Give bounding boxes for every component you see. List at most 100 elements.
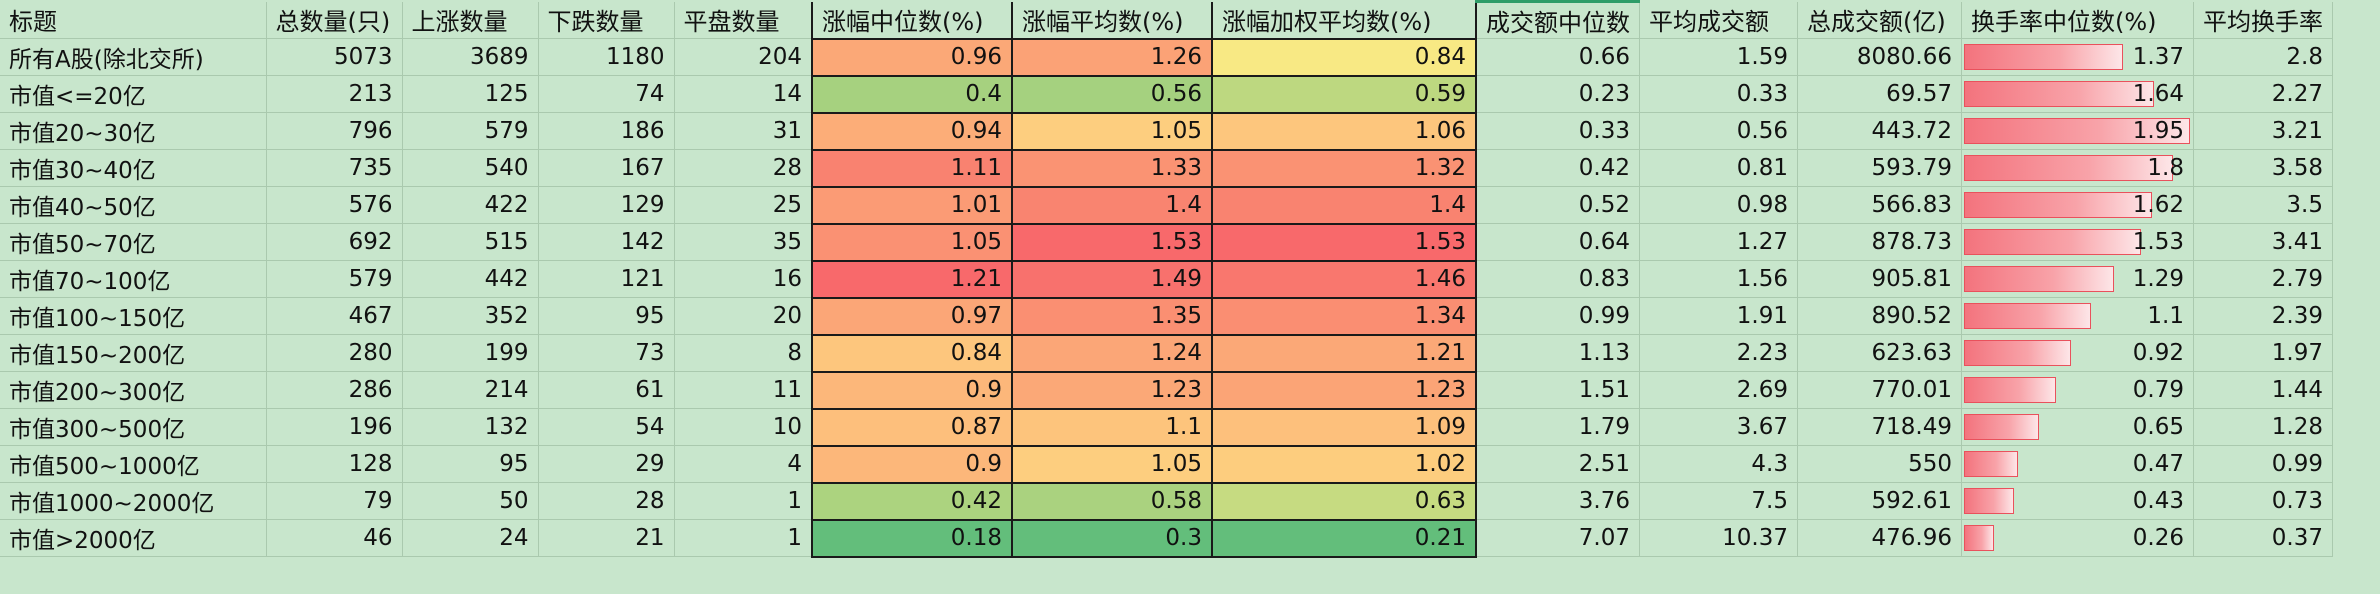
cell-total-count[interactable]: 196 [266, 408, 403, 446]
cell-down-count[interactable]: 129 [538, 186, 675, 224]
cell-up-count[interactable]: 95 [402, 445, 539, 483]
header-amount-total[interactable]: 总成交额(亿) [1797, 1, 1962, 39]
cell-turnover-median[interactable]: 1.95 [1961, 112, 2194, 150]
cell-total-count[interactable]: 46 [266, 519, 403, 557]
cell-title[interactable]: 市值20~30亿 [0, 112, 267, 150]
cell-amount-total[interactable]: 8080.66 [1797, 38, 1962, 76]
cell-turnover-mean[interactable]: 3.5 [2193, 186, 2333, 224]
cell-amount-mean[interactable]: 1.91 [1639, 297, 1798, 335]
cell-down-count[interactable]: 54 [538, 408, 675, 446]
cell-amount-median[interactable]: 1.79 [1476, 408, 1640, 446]
cell-up-count[interactable]: 422 [402, 186, 539, 224]
cell-turnover-mean[interactable]: 1.28 [2193, 408, 2333, 446]
cell-amount-total[interactable]: 566.83 [1797, 186, 1962, 224]
cell-amount-total[interactable]: 718.49 [1797, 408, 1962, 446]
header-flat-count[interactable]: 平盘数量 [674, 1, 813, 39]
cell-down-count[interactable]: 167 [538, 149, 675, 187]
header-chg-median[interactable]: 涨幅中位数(%) [811, 1, 1013, 39]
cell-chg-median[interactable]: 0.97 [811, 296, 1013, 336]
cell-amount-mean[interactable]: 1.56 [1639, 260, 1798, 298]
cell-amount-median[interactable]: 0.42 [1476, 149, 1640, 187]
cell-amount-median[interactable]: 7.07 [1476, 519, 1640, 557]
header-turnover-median[interactable]: 换手率中位数(%) [1961, 1, 2194, 39]
cell-amount-mean[interactable]: 0.56 [1639, 112, 1798, 150]
cell-turnover-median[interactable]: 1.37 [1961, 38, 2194, 76]
header-chg-wmean[interactable]: 涨幅加权平均数(%) [1211, 1, 1477, 39]
cell-down-count[interactable]: 95 [538, 297, 675, 335]
cell-chg-wmean[interactable]: 1.53 [1211, 222, 1477, 262]
header-chg-mean[interactable]: 涨幅平均数(%) [1011, 1, 1213, 39]
cell-total-count[interactable]: 79 [266, 482, 403, 520]
cell-title[interactable]: 市值70~100亿 [0, 260, 267, 298]
cell-chg-median[interactable]: 0.87 [811, 407, 1013, 447]
cell-chg-mean[interactable]: 1.05 [1011, 444, 1213, 484]
cell-title[interactable]: 市值1000~2000亿 [0, 482, 267, 520]
cell-chg-mean[interactable]: 1.1 [1011, 407, 1213, 447]
cell-turnover-median[interactable]: 1.8 [1961, 149, 2194, 187]
cell-down-count[interactable]: 74 [538, 75, 675, 113]
cell-title[interactable]: 市值>2000亿 [0, 519, 267, 557]
cell-flat-count[interactable]: 10 [674, 408, 813, 446]
cell-chg-mean[interactable]: 0.56 [1011, 74, 1213, 114]
cell-title[interactable]: 市值100~150亿 [0, 297, 267, 335]
cell-amount-median[interactable]: 0.52 [1476, 186, 1640, 224]
cell-amount-total[interactable]: 476.96 [1797, 519, 1962, 557]
cell-turnover-median[interactable]: 0.26 [1961, 519, 2194, 557]
cell-chg-mean[interactable]: 1.4 [1011, 185, 1213, 225]
cell-amount-mean[interactable]: 10.37 [1639, 519, 1798, 557]
cell-amount-mean[interactable]: 0.81 [1639, 149, 1798, 187]
cell-chg-mean[interactable]: 1.23 [1011, 370, 1213, 410]
cell-turnover-mean[interactable]: 3.41 [2193, 223, 2333, 261]
cell-up-count[interactable]: 132 [402, 408, 539, 446]
cell-chg-median[interactable]: 1.01 [811, 185, 1013, 225]
cell-down-count[interactable]: 61 [538, 371, 675, 409]
cell-turnover-mean[interactable]: 3.21 [2193, 112, 2333, 150]
cell-chg-median[interactable]: 1.11 [811, 148, 1013, 188]
cell-title[interactable]: 市值150~200亿 [0, 334, 267, 372]
cell-down-count[interactable]: 121 [538, 260, 675, 298]
cell-total-count[interactable]: 5073 [266, 38, 403, 76]
header-amount-median[interactable]: 成交额中位数 [1476, 0, 1640, 39]
cell-chg-median[interactable]: 1.21 [811, 259, 1013, 299]
cell-total-count[interactable]: 128 [266, 445, 403, 483]
cell-chg-wmean[interactable]: 1.09 [1211, 407, 1477, 447]
cell-chg-mean[interactable]: 1.49 [1011, 259, 1213, 299]
cell-chg-wmean[interactable]: 1.46 [1211, 259, 1477, 299]
header-up-count[interactable]: 上涨数量 [402, 1, 539, 39]
cell-title[interactable]: 市值40~50亿 [0, 186, 267, 224]
cell-amount-mean[interactable]: 1.59 [1639, 38, 1798, 76]
cell-flat-count[interactable]: 1 [674, 519, 813, 557]
cell-amount-median[interactable]: 0.64 [1476, 223, 1640, 261]
cell-chg-wmean[interactable]: 1.06 [1211, 111, 1477, 151]
cell-amount-mean[interactable]: 0.98 [1639, 186, 1798, 224]
cell-chg-mean[interactable]: 1.33 [1011, 148, 1213, 188]
cell-amount-total[interactable]: 878.73 [1797, 223, 1962, 261]
cell-down-count[interactable]: 1180 [538, 38, 675, 76]
cell-chg-mean[interactable]: 1.05 [1011, 111, 1213, 151]
cell-turnover-mean[interactable]: 1.97 [2193, 334, 2333, 372]
cell-chg-wmean[interactable]: 0.84 [1211, 37, 1477, 77]
cell-amount-mean[interactable]: 2.23 [1639, 334, 1798, 372]
cell-total-count[interactable]: 692 [266, 223, 403, 261]
cell-amount-median[interactable]: 0.83 [1476, 260, 1640, 298]
cell-amount-mean[interactable]: 3.67 [1639, 408, 1798, 446]
cell-amount-median[interactable]: 2.51 [1476, 445, 1640, 483]
header-down-count[interactable]: 下跌数量 [538, 1, 675, 39]
header-total-count[interactable]: 总数量(只) [266, 1, 403, 39]
cell-down-count[interactable]: 186 [538, 112, 675, 150]
cell-title[interactable]: 市值200~300亿 [0, 371, 267, 409]
cell-chg-median[interactable]: 0.96 [811, 37, 1013, 77]
cell-amount-total[interactable]: 550 [1797, 445, 1962, 483]
cell-down-count[interactable]: 142 [538, 223, 675, 261]
cell-up-count[interactable]: 515 [402, 223, 539, 261]
cell-amount-total[interactable]: 770.01 [1797, 371, 1962, 409]
cell-up-count[interactable]: 540 [402, 149, 539, 187]
cell-chg-mean[interactable]: 1.26 [1011, 37, 1213, 77]
cell-amount-total[interactable]: 443.72 [1797, 112, 1962, 150]
cell-chg-mean[interactable]: 1.53 [1011, 222, 1213, 262]
cell-flat-count[interactable]: 35 [674, 223, 813, 261]
cell-total-count[interactable]: 280 [266, 334, 403, 372]
cell-amount-median[interactable]: 0.33 [1476, 112, 1640, 150]
header-amount-mean[interactable]: 平均成交额 [1639, 1, 1798, 39]
cell-down-count[interactable]: 73 [538, 334, 675, 372]
